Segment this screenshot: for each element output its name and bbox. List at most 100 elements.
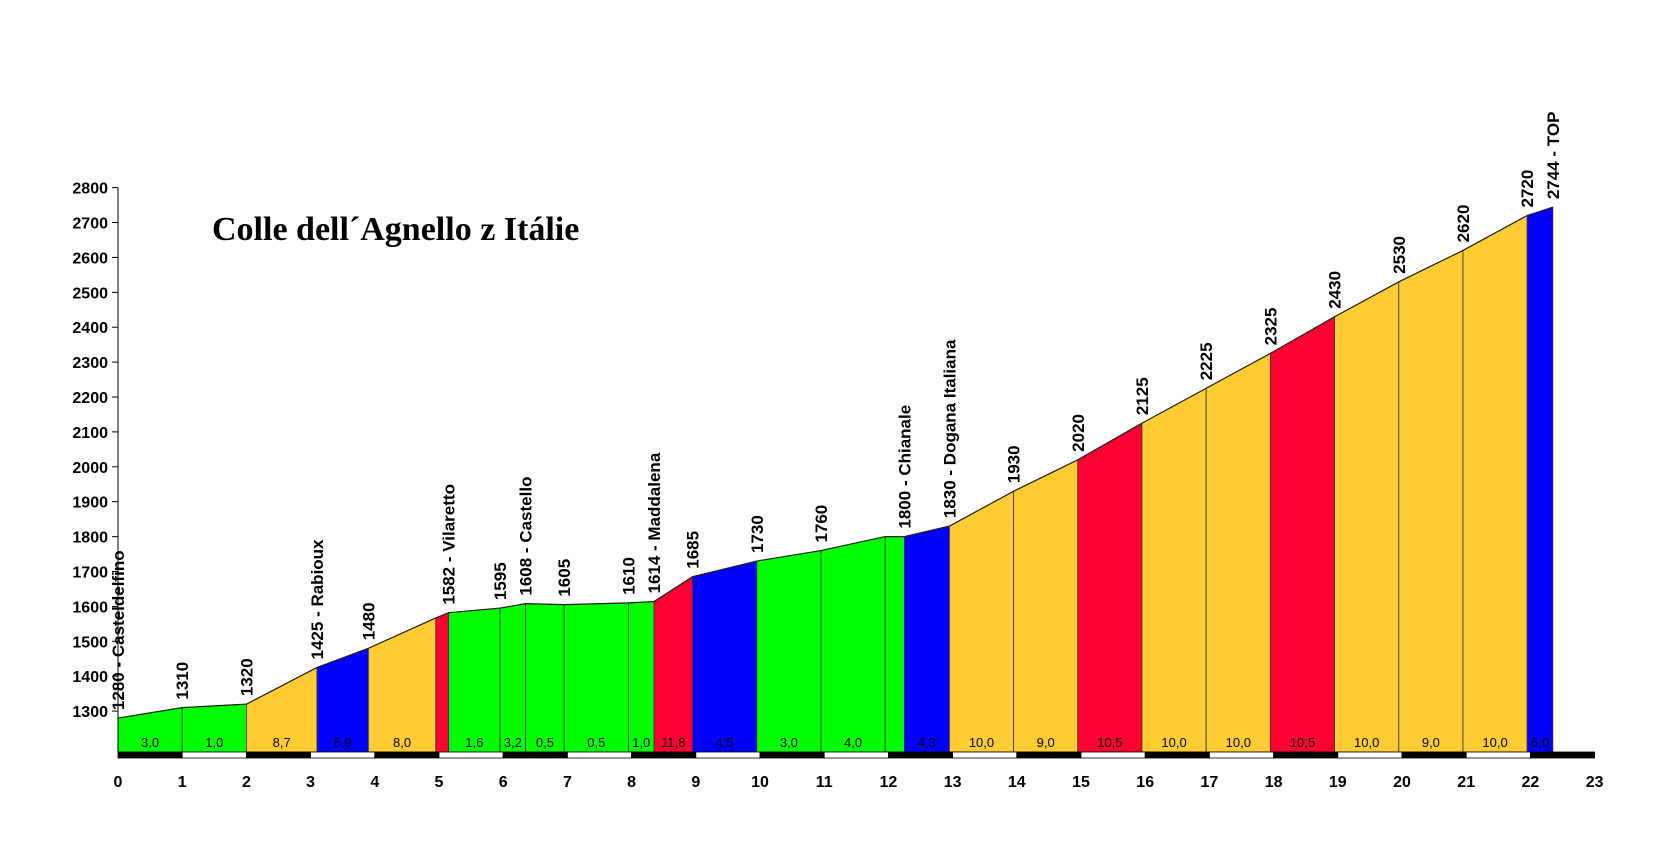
distance-bar-block bbox=[1337, 751, 1403, 759]
profile-segment bbox=[692, 560, 758, 753]
y-tick-label: 2200 bbox=[72, 390, 108, 407]
gradient-label: 0,5 bbox=[587, 735, 605, 750]
gradient-label: 1,0 bbox=[205, 735, 223, 750]
gradient-label: 4,3 bbox=[918, 735, 936, 750]
gradient-label: 3,2 bbox=[504, 735, 522, 750]
x-tick-label: 2 bbox=[242, 774, 251, 791]
altitude-label: 2225 bbox=[1197, 342, 1216, 380]
profile-segment bbox=[435, 612, 450, 753]
altitude-label: 2020 bbox=[1069, 414, 1088, 452]
distance-bar-block bbox=[502, 751, 568, 759]
profile-segment bbox=[1141, 387, 1207, 753]
y-tick-label: 2000 bbox=[72, 460, 108, 477]
altitude-label: 1685 bbox=[684, 531, 703, 569]
distance-bar-block bbox=[117, 751, 183, 759]
profile-segment bbox=[1269, 316, 1335, 753]
gradient-label: 8,0 bbox=[393, 735, 411, 750]
altitude-label: 1480 bbox=[359, 602, 378, 640]
profile-segment bbox=[1334, 281, 1400, 753]
x-tick-label: 8 bbox=[627, 774, 636, 791]
altitude-label: 2125 bbox=[1133, 377, 1152, 415]
y-tick-label: 1600 bbox=[72, 599, 108, 616]
profile-segments bbox=[117, 206, 1554, 753]
gradient-label: 10,5 bbox=[1290, 735, 1315, 750]
x-tick-label: 13 bbox=[944, 774, 962, 791]
gradient-label: 10,0 bbox=[1482, 735, 1507, 750]
y-tick-label: 2800 bbox=[72, 181, 108, 198]
distance-bar-block bbox=[1209, 751, 1275, 759]
altitude-label: 2720 bbox=[1518, 170, 1537, 208]
distance-bar-block bbox=[1530, 751, 1596, 759]
profile-segment bbox=[1205, 352, 1271, 753]
x-tick-label: 21 bbox=[1457, 774, 1475, 791]
gradient-labels: 3,0 1,0 8,7 6,9 8,0 1,6 3,2 0,5 0,5 1,0 11,8 4,5 3,0… bbox=[141, 735, 1549, 750]
altitude-label: 2325 bbox=[1261, 308, 1280, 346]
x-tick-label: 15 bbox=[1072, 774, 1090, 791]
gradient-label: 11,8 bbox=[661, 735, 685, 750]
altitude-label: 1310 bbox=[173, 662, 192, 700]
profile-segment bbox=[1398, 249, 1464, 753]
gradient-label: 10,0 bbox=[1354, 735, 1379, 750]
y-tick-label: 2600 bbox=[72, 250, 108, 267]
profile-outline bbox=[117, 206, 1554, 719]
distance-bar-block bbox=[181, 751, 247, 759]
gradient-label: 0,5 bbox=[536, 735, 554, 750]
profile-segment bbox=[653, 576, 693, 753]
distance-bar bbox=[117, 751, 1596, 759]
altitude-label: 2530 bbox=[1390, 236, 1409, 274]
altitude-label: 2744 - TOP bbox=[1544, 112, 1563, 200]
y-tick-label: 2400 bbox=[72, 320, 108, 337]
altitude-label: 1614 - Maddalena bbox=[645, 452, 664, 593]
x-tick-label: 9 bbox=[691, 774, 700, 791]
distance-bar-block bbox=[1080, 751, 1146, 759]
y-tick-label: 1500 bbox=[72, 634, 108, 651]
distance-bar-block bbox=[1465, 751, 1531, 759]
profile-segment bbox=[1013, 459, 1079, 753]
x-tick-label: 18 bbox=[1265, 774, 1283, 791]
altitude-label: 1320 bbox=[237, 658, 256, 696]
distance-bar-block bbox=[952, 751, 1018, 759]
x-tick-label: 10 bbox=[751, 774, 769, 791]
profile-line bbox=[117, 206, 1554, 719]
gradient-label: 6,0 bbox=[1531, 735, 1549, 750]
x-tick-label: 19 bbox=[1329, 774, 1347, 791]
x-tick-label: 11 bbox=[816, 774, 833, 791]
distance-bar-block bbox=[567, 751, 633, 759]
x-tick-label: 0 bbox=[114, 774, 123, 791]
y-tick-label: 2500 bbox=[72, 285, 108, 302]
profile-segment bbox=[948, 490, 1014, 753]
distance-bar-block bbox=[1016, 751, 1082, 759]
distance-bar-block bbox=[695, 751, 761, 759]
distance-bar-block bbox=[631, 751, 697, 759]
x-tick-label: 1 bbox=[178, 774, 187, 791]
chart-title: Colle dell´Agnello z Itálie bbox=[212, 211, 579, 248]
altitude-label: 1760 bbox=[812, 505, 831, 543]
gradient-label: 9,0 bbox=[1422, 735, 1440, 750]
distance-bar-block bbox=[1144, 751, 1210, 759]
profile-segment bbox=[448, 607, 501, 753]
altitude-annotations: 1280 - Casteldelfino 1310 1320 1425 - Rabio… bbox=[109, 112, 1563, 711]
distance-bar-block bbox=[1401, 751, 1467, 759]
distance-bar-block bbox=[310, 751, 376, 759]
y-tick-label: 1400 bbox=[72, 669, 108, 686]
x-tick-label: 6 bbox=[499, 774, 508, 791]
profile-segment bbox=[367, 617, 437, 753]
gradient-label: 10,5 bbox=[1097, 735, 1122, 750]
gradient-label: 10,0 bbox=[969, 735, 994, 750]
y-tick-label: 2100 bbox=[72, 425, 108, 442]
profile-segment bbox=[756, 550, 822, 753]
altitude-label: 1930 bbox=[1005, 445, 1024, 483]
profile-segment bbox=[627, 601, 655, 753]
x-tick-label: 20 bbox=[1393, 774, 1411, 791]
axes: 1300140015001600170018001900200021002200… bbox=[72, 181, 1603, 791]
profile-segment bbox=[1462, 214, 1528, 753]
x-tick-label: 22 bbox=[1522, 774, 1540, 791]
gradient-label: 10,0 bbox=[1161, 735, 1186, 750]
altitude-label: 1280 - Casteldelfino bbox=[109, 550, 128, 710]
gradient-label: 9,0 bbox=[1037, 735, 1055, 750]
profile-segment bbox=[1526, 206, 1554, 753]
gradient-label: 1,6 bbox=[465, 735, 483, 750]
profile-segment bbox=[525, 603, 565, 753]
distance-bar-block bbox=[888, 751, 954, 759]
